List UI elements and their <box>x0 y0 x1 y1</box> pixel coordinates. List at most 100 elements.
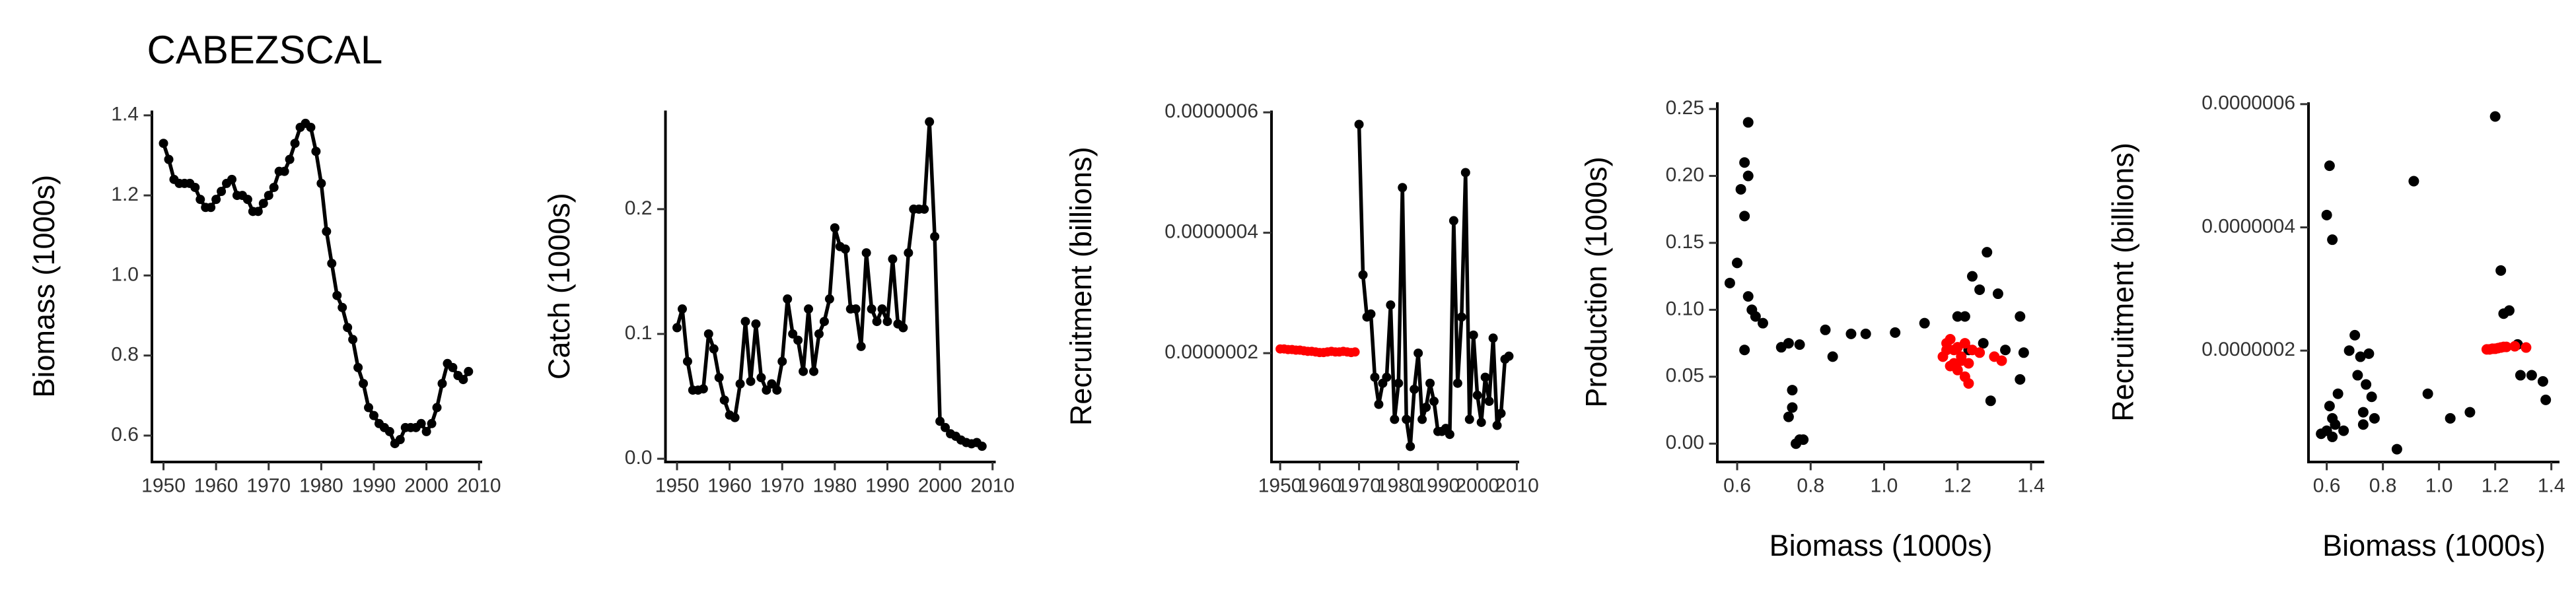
data-point <box>1996 355 2007 366</box>
data-point <box>217 187 227 197</box>
data-point <box>1480 372 1490 382</box>
data-point <box>872 317 882 327</box>
data-point <box>840 244 850 254</box>
data-point <box>427 418 437 428</box>
data-point <box>1425 378 1435 388</box>
data-point <box>1413 348 1423 358</box>
data-point <box>703 329 713 339</box>
data-point <box>1798 434 1809 446</box>
data-point <box>458 375 468 385</box>
data-point <box>877 304 887 314</box>
x-tick-label: 2010 <box>457 475 501 496</box>
data-point <box>1456 312 1466 322</box>
data-point <box>279 166 289 176</box>
y-axis-label: Catch (1000s) <box>542 193 576 380</box>
data-point <box>977 442 987 451</box>
data-point <box>1742 170 1754 182</box>
x-tick-label: 1990 <box>865 475 910 496</box>
data-point <box>814 329 824 339</box>
x-tick-label: 2000 <box>1455 475 1499 496</box>
x-tick-label: 2010 <box>1495 475 1539 496</box>
data-point <box>2327 431 2338 442</box>
data-point <box>332 290 342 300</box>
data-point <box>384 426 394 436</box>
series-line <box>161 121 470 446</box>
x-tick-label: 0.8 <box>1797 475 1824 496</box>
data-point <box>888 254 898 264</box>
data-point <box>2445 412 2456 424</box>
data-point <box>164 154 174 164</box>
data-point <box>2015 311 2026 322</box>
data-point <box>338 302 347 312</box>
data-point <box>1452 378 1462 388</box>
data-point <box>2366 391 2377 403</box>
data-point <box>316 178 326 188</box>
data-point <box>677 304 687 314</box>
data-point <box>672 323 682 333</box>
data-point <box>867 304 877 314</box>
data-point <box>359 379 369 389</box>
data-point <box>788 329 798 339</box>
x-tick-label: 1960 <box>194 475 238 496</box>
data-point <box>1966 271 1978 282</box>
data-point <box>1787 402 1798 413</box>
data-point <box>799 366 808 376</box>
y-axis-label: Production (1000s) <box>1579 156 1613 407</box>
data-point <box>1974 284 1986 295</box>
data-point <box>772 385 782 395</box>
data-point <box>1959 311 1970 322</box>
x-tick-label: 1990 <box>352 475 396 496</box>
data-point <box>919 204 929 214</box>
y-tick-label: 0.0000002 <box>1164 341 1258 363</box>
data-point <box>751 319 761 329</box>
data-point <box>767 379 777 389</box>
y-axis-label: Recruitment (billions) <box>2106 143 2139 422</box>
data-point <box>1492 420 1502 430</box>
data-point <box>242 195 252 205</box>
data-point <box>1366 309 1376 319</box>
data-point <box>2355 351 2366 362</box>
data-point <box>348 335 358 345</box>
x-tick-label: 1960 <box>1297 475 1342 496</box>
data-point <box>851 304 861 314</box>
data-point <box>1350 347 1360 357</box>
data-point <box>2352 370 2363 381</box>
data-point <box>730 412 740 422</box>
data-point <box>1827 351 1838 362</box>
data-point <box>2321 209 2332 220</box>
x-tick-label: 1950 <box>655 475 699 496</box>
data-point <box>353 362 363 372</box>
data-point <box>861 248 871 258</box>
data-point <box>824 294 834 304</box>
data-point <box>2503 305 2515 316</box>
data-point <box>1952 342 1963 353</box>
data-point <box>1382 372 1392 382</box>
data-point <box>269 182 279 192</box>
y-tick-label: 0.25 <box>1666 97 1704 119</box>
data-point <box>1945 334 1956 345</box>
data-point <box>2369 412 2380 424</box>
data-point <box>2537 376 2548 387</box>
data-point <box>1750 311 1761 322</box>
data-point <box>1787 385 1798 396</box>
data-point <box>1860 328 1871 339</box>
data-point <box>709 344 719 354</box>
y-tick-label: 1.4 <box>111 104 139 125</box>
x-tick-label: 1990 <box>1416 475 1460 496</box>
data-point <box>740 317 750 327</box>
data-point <box>253 207 263 216</box>
data-point <box>830 223 840 233</box>
data-point <box>2464 407 2476 418</box>
data-point <box>264 191 273 201</box>
x-tick-label: 1.0 <box>2425 475 2453 496</box>
data-point <box>2327 234 2338 246</box>
data-point <box>1742 291 1754 302</box>
data-point <box>1472 390 1482 400</box>
data-point <box>2495 265 2507 276</box>
data-point <box>1820 324 1831 335</box>
data-point <box>1742 117 1754 128</box>
x-tick-label: 1980 <box>1377 475 1421 496</box>
data-point <box>1919 317 1930 329</box>
data-point <box>777 356 787 366</box>
